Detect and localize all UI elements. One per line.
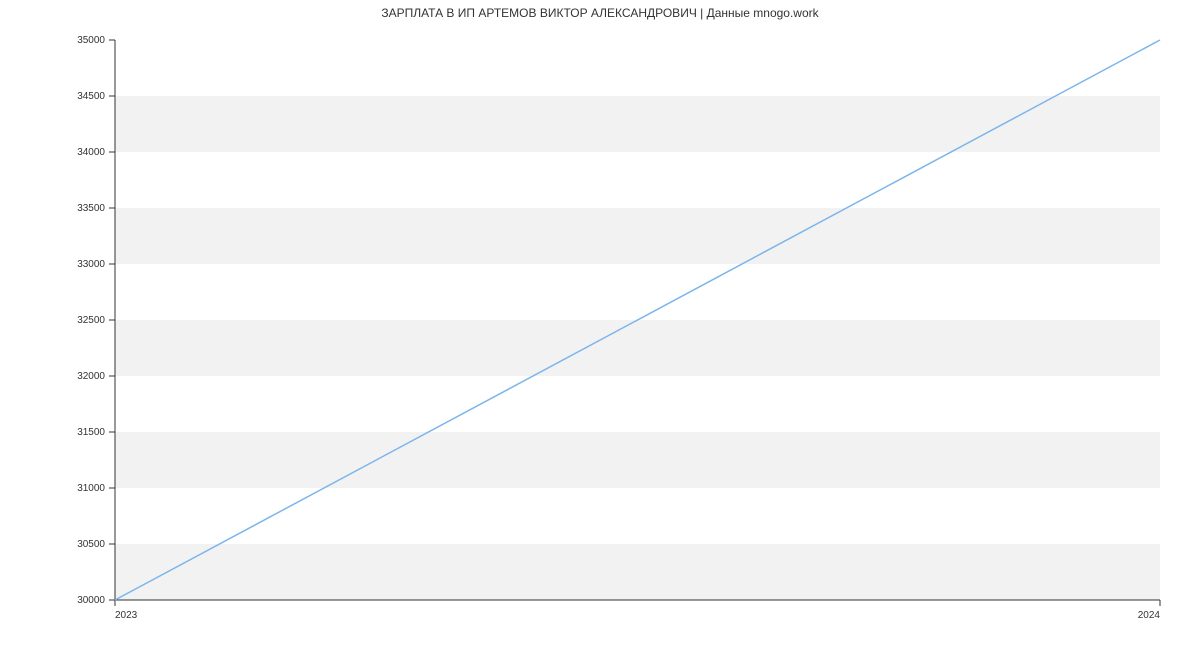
y-tick-label: 32500 (77, 315, 105, 326)
y-tick-label: 35000 (77, 35, 105, 46)
y-tick-label: 34500 (77, 91, 105, 102)
x-tick-label: 2024 (1138, 610, 1161, 621)
grid-band (115, 432, 1160, 488)
line-chart: 30000 30500 31000 31500 32000 32500 33000 33500… (0, 0, 1200, 650)
y-tick-label: 34000 (77, 147, 105, 158)
y-tick-label: 31000 (77, 483, 105, 494)
x-tick-label: 2023 (115, 610, 138, 621)
y-tick-label: 30500 (77, 539, 105, 550)
grid-band (115, 208, 1160, 264)
y-tick-label: 32000 (77, 371, 105, 382)
grid-band (115, 320, 1160, 376)
y-tick-label: 30000 (77, 595, 105, 606)
chart-container: ЗАРПЛАТА В ИП АРТЕМОВ ВИКТОР АЛЕКСАНДРОВ… (0, 0, 1200, 650)
y-tick-label: 33000 (77, 259, 105, 270)
grid-band (115, 544, 1160, 600)
y-tick-label: 33500 (77, 203, 105, 214)
y-tick-label: 31500 (77, 427, 105, 438)
